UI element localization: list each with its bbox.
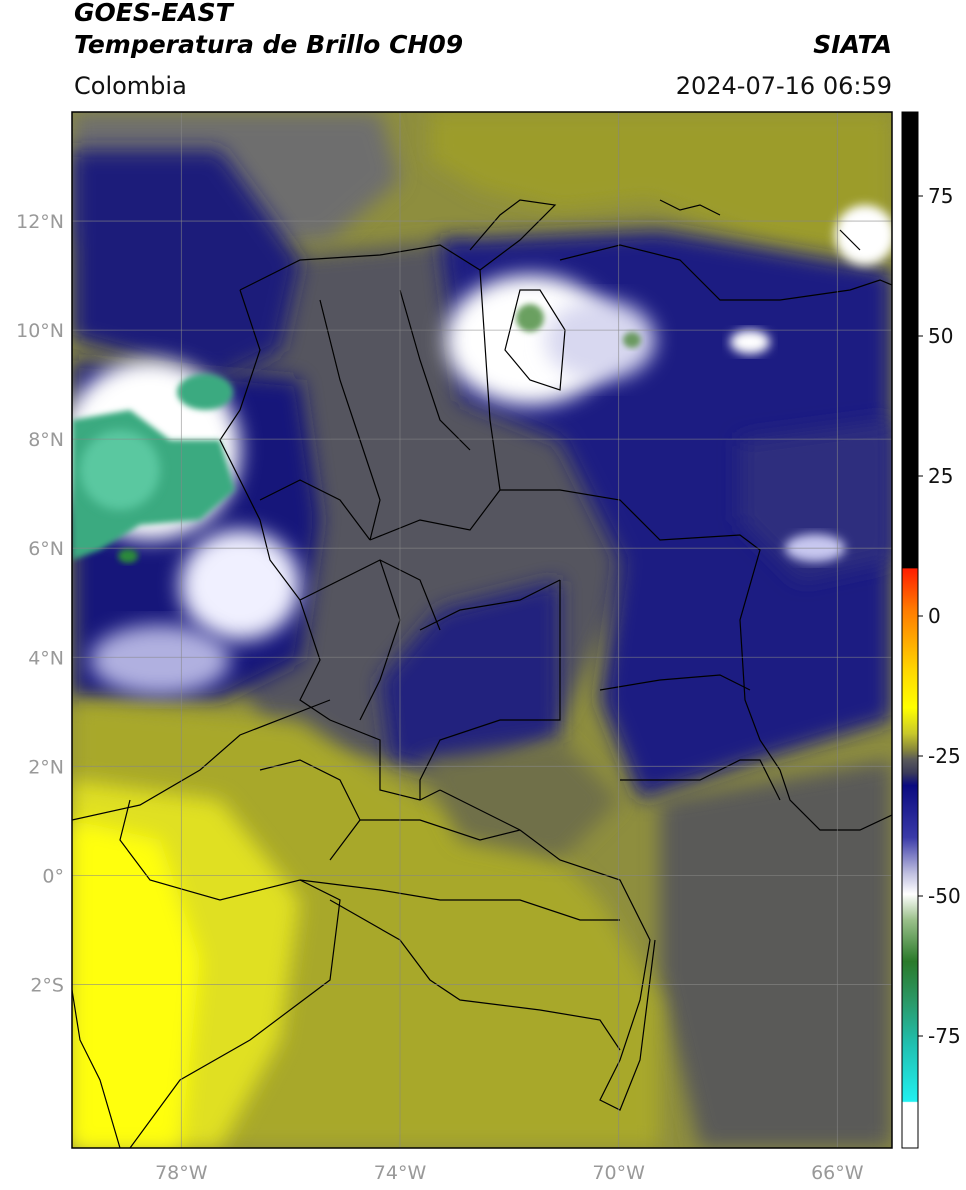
timestamp-label: 2024-07-16 06:59 — [675, 72, 892, 100]
longitude-tick-label: 66°W — [811, 1162, 864, 1184]
colorbar-tick-label: 0 — [928, 604, 941, 628]
latitude-tick-label: 4°N — [28, 647, 64, 669]
latitude-tick-label: 12°N — [16, 211, 64, 233]
colorbar-gradient — [902, 112, 918, 1148]
colorbar: 75 50 25 0 -25 -50 -75 — [901, 111, 961, 1149]
country-borders — [72, 199, 892, 1148]
latitude-labels: 12°N 10°N 8°N 6°N 4°N 2°N 0° 2°S — [16, 211, 64, 996]
colorbar-tick-label: -50 — [928, 884, 961, 908]
agency-label: SIATA — [813, 30, 892, 59]
longitude-labels: 78°W 74°W 70°W 66°W — [155, 1162, 864, 1184]
brightness-temperature-field — [72, 112, 892, 1148]
colorbar-tick-label: -75 — [928, 1024, 961, 1048]
latitude-tick-label: 10°N — [16, 320, 64, 342]
latitude-tick-label: 6°N — [28, 538, 64, 560]
colorbar-tick-label: 25 — [928, 464, 953, 488]
latitude-tick-label: 8°N — [28, 429, 64, 451]
colorbar-tick-label: -25 — [928, 744, 961, 768]
latitude-tick-label: 2°N — [28, 756, 64, 778]
longitude-tick-label: 78°W — [155, 1162, 208, 1184]
region-label: Colombia — [74, 72, 187, 100]
graticule — [72, 112, 892, 1148]
colorbar-frame — [901, 111, 919, 1149]
latitude-tick-label: 2°S — [30, 974, 64, 996]
colorbar-ticks: 75 50 25 0 -25 -50 -75 — [918, 184, 961, 1048]
longitude-tick-label: 74°W — [374, 1162, 427, 1184]
satellite-title: GOES-EAST — [74, 0, 233, 27]
colorbar-tick-label: 50 — [928, 324, 953, 348]
product-title: Temperatura de Brillo CH09 — [74, 30, 464, 59]
map-frame — [71, 111, 893, 1149]
longitude-tick-label: 70°W — [592, 1162, 645, 1184]
latitude-tick-label: 0° — [42, 865, 64, 887]
colorbar-tick-label: 75 — [928, 184, 953, 208]
